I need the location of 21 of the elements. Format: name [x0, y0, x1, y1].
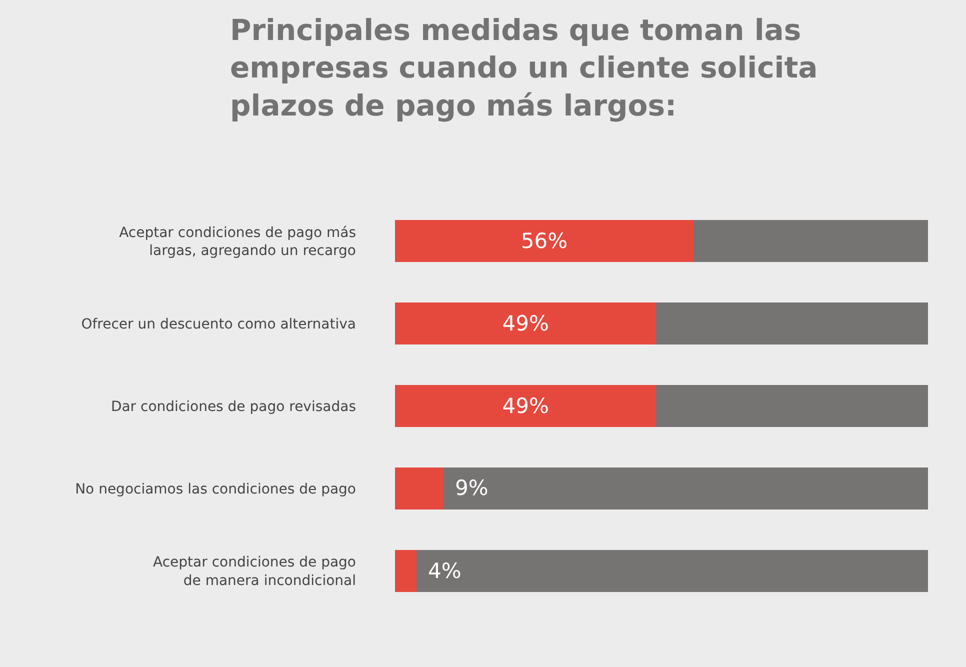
- y-tick-label: Aceptar condiciones de pago de manera incondicional: [153, 554, 356, 589]
- bar: [693, 220, 928, 262]
- bar: [656, 384, 928, 428]
- bar: [395, 550, 416, 592]
- bar: [395, 467, 443, 510]
- y-tick-label: No negociamos las condiciones de pago: [75, 481, 356, 498]
- bar: [416, 550, 928, 592]
- bar: [395, 302, 656, 345]
- bar: [395, 220, 694, 262]
- bar: [442, 467, 928, 510]
- bar: [395, 384, 656, 428]
- bar: [656, 302, 928, 345]
- y-tick-label: Dar condiciones de pago revisadas: [110, 398, 356, 415]
- data-label: 9%: [455, 476, 488, 500]
- y-tick-label: Aceptar condiciones de pago más largas, agregando un recargo: [119, 225, 356, 260]
- data-label: 49%: [502, 394, 549, 418]
- data-label: 4%: [428, 559, 462, 583]
- data-label: 56%: [520, 229, 568, 254]
- y-tick-label: Ofrecer un descuento como alternativa: [81, 316, 356, 332]
- chart-title: Principales medidas que toman las empresas cuando un cliente solicita plazos de pago más largos:: [230, 13, 818, 122]
- data-label: 49%: [502, 312, 549, 336]
